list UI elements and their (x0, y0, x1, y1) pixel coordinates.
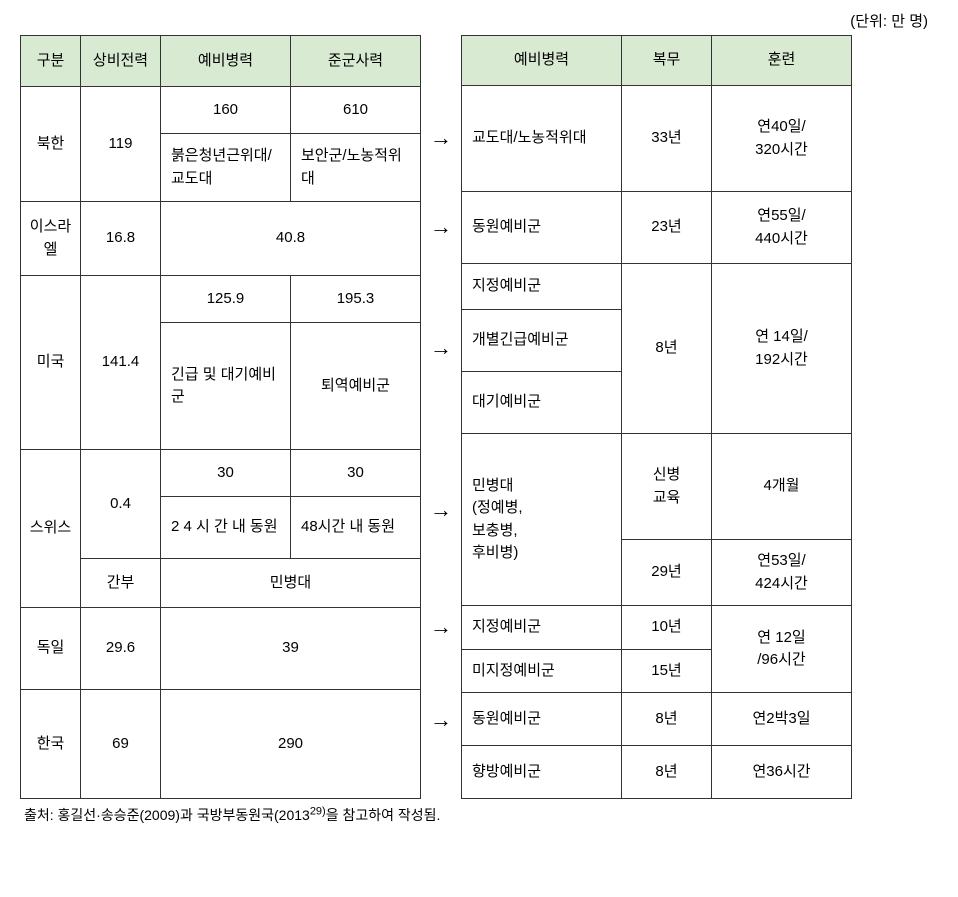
us-name: 미국 (21, 275, 81, 449)
korea-name: 한국 (21, 690, 81, 799)
source-sup: 29) (310, 805, 326, 817)
arrow-spacer (421, 35, 461, 85)
israel-yebi-jungun: 40.8 (161, 202, 421, 276)
nk-r-bokmu: 33년 (622, 86, 712, 192)
nk-sangbi: 119 (81, 87, 161, 202)
germany-r-bokmu2: 15년 (622, 649, 712, 693)
germany-r-hunryun: 연 12일/96시간 (712, 606, 852, 693)
swiss-jungun-num: 30 (291, 450, 421, 497)
us-r-yebi2: 개별긴급예비군 (462, 310, 622, 372)
nk-r-yebi: 교도대/노농적위대 (462, 86, 622, 192)
nk-yebi-desc: 붉은청년근위대/교도대 (161, 134, 291, 202)
source-suffix: 을 참고하여 작성됨. (326, 807, 441, 823)
tables-wrapper: 구분 상비전력 예비병력 준군사력 북한 119 160 610 붉은청년근위대… (20, 35, 938, 799)
header-gubun: 구분 (21, 36, 81, 87)
source-prefix: 출처: 홍길선·송승준(2009)과 국방부동원국(2013 (24, 807, 310, 823)
us-yebi-num: 125.9 (161, 275, 291, 322)
header-jungun: 준군사력 (291, 36, 421, 87)
germany-r-yebi1: 지정예비군 (462, 606, 622, 650)
header-sangbi: 상비전력 (81, 36, 161, 87)
swiss-name: 스위스 (21, 450, 81, 608)
unit-label: (단위: 만 명) (20, 10, 938, 31)
nk-jungun-num: 610 (291, 87, 421, 134)
us-jungun-num: 195.3 (291, 275, 421, 322)
us-r-bokmu: 8년 (622, 264, 712, 434)
swiss-r-hunryun2: 연53일/424시간 (712, 540, 852, 606)
swiss-yebi-desc: 2 4 시 간 내 동원 (161, 497, 291, 559)
right-table: 예비병력 복무 훈련 교도대/노농적위대 33년 연40일/320시간 동원예비… (461, 35, 852, 799)
header-r-yebi: 예비병력 (462, 36, 622, 86)
israel-r-hunryun: 연55일/440시간 (712, 192, 852, 264)
swiss-r-bokmu2: 29년 (622, 540, 712, 606)
korea-r-yebi1: 동원예비군 (462, 693, 622, 746)
germany-sangbi: 29.6 (81, 608, 161, 690)
korea-yebi-jungun: 290 (161, 690, 421, 799)
swiss-r-yebi: 민병대(정예병,보충병,후비병) (462, 434, 622, 606)
israel-r-yebi: 동원예비군 (462, 192, 622, 264)
korea-sangbi: 69 (81, 690, 161, 799)
korea-r-hunryun1: 연2박3일 (712, 693, 852, 746)
nk-jungun-desc: 보안군/노농적위대 (291, 134, 421, 202)
swiss-yebi-num: 30 (161, 450, 291, 497)
left-table: 구분 상비전력 예비병력 준군사력 북한 119 160 610 붉은청년근위대… (20, 35, 421, 799)
swiss-sangbi: 0.4 (81, 450, 161, 559)
header-r-bokmu: 복무 (622, 36, 712, 86)
nk-name: 북한 (21, 87, 81, 202)
arrow-nk: → (421, 85, 461, 191)
arrow-us: → (421, 263, 461, 433)
swiss-sangbi2: 간부 (81, 558, 161, 607)
header-r-hunryun: 훈련 (712, 36, 852, 86)
us-r-hunryun: 연 14일/192시간 (712, 264, 852, 434)
israel-name: 이스라엘 (21, 202, 81, 276)
germany-name: 독일 (21, 608, 81, 690)
nk-r-hunryun: 연40일/320시간 (712, 86, 852, 192)
us-jungun-desc: 퇴역예비군 (291, 323, 421, 450)
korea-r-yebi2: 향방예비군 (462, 746, 622, 799)
swiss-r-hunryun1: 4개월 (712, 434, 852, 540)
source-citation: 출처: 홍길선·송승준(2009)과 국방부동원국(201329)을 참고하여 … (20, 805, 938, 825)
arrows-column: → → → → → → (421, 35, 461, 799)
israel-sangbi: 16.8 (81, 202, 161, 276)
swiss-jungun-desc: 48시간 내 동원 (291, 497, 421, 559)
korea-r-hunryun2: 연36시간 (712, 746, 852, 799)
nk-yebi-num: 160 (161, 87, 291, 134)
us-r-yebi1: 지정예비군 (462, 264, 622, 310)
arrow-korea: → (421, 667, 461, 773)
arrow-swiss: → (421, 433, 461, 587)
israel-r-bokmu: 23년 (622, 192, 712, 264)
korea-r-bokmu2: 8년 (622, 746, 712, 799)
germany-r-yebi2: 미지정예비군 (462, 649, 622, 693)
swiss-r-bokmu1: 신병교육 (622, 434, 712, 540)
header-yebi: 예비병력 (161, 36, 291, 87)
germany-yebi-jungun: 39 (161, 608, 421, 690)
korea-r-bokmu1: 8년 (622, 693, 712, 746)
arrow-israel: → (421, 191, 461, 263)
us-sangbi: 141.4 (81, 275, 161, 449)
us-yebi-desc: 긴급 및 대기예비군 (161, 323, 291, 450)
swiss-yebi-jungun2: 민병대 (161, 558, 421, 607)
us-r-yebi3: 대기예비군 (462, 372, 622, 434)
arrow-germany: → (421, 587, 461, 667)
germany-r-bokmu1: 10년 (622, 606, 712, 650)
